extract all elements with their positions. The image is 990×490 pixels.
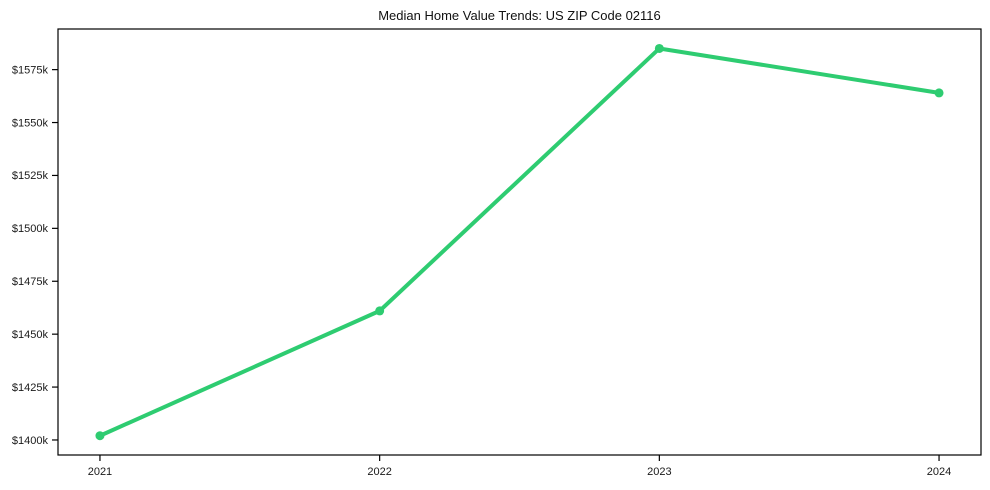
- y-axis-tick-label: $1550k: [12, 117, 49, 129]
- x-axis-tick-label: 2023: [647, 466, 671, 478]
- axes-frame: [57, 28, 982, 456]
- y-axis-tick-label: $1425k: [12, 382, 49, 394]
- x-axis-tick-label: 2024: [927, 466, 951, 478]
- trend-line: [97, 46, 942, 438]
- x-axis-tick-label: 2022: [367, 466, 391, 478]
- data-point: [95, 431, 105, 441]
- data-point: [375, 306, 385, 316]
- y-axis-tick-label: $1575k: [12, 64, 49, 76]
- y-axis-tick-label: $1400k: [12, 435, 49, 447]
- data-point: [934, 88, 944, 98]
- y-axis-tick-label: $1475k: [12, 276, 49, 288]
- chart-title: Median Home Value Trends: US ZIP Code 02…: [378, 8, 661, 23]
- y-axis-tick-label: $1525k: [12, 170, 49, 182]
- x-axis-tick-label: 2021: [88, 466, 112, 478]
- data-point: [654, 43, 664, 53]
- y-axis-tick-label: $1450k: [12, 329, 49, 341]
- y-axis-tick-label: $1500k: [12, 223, 49, 235]
